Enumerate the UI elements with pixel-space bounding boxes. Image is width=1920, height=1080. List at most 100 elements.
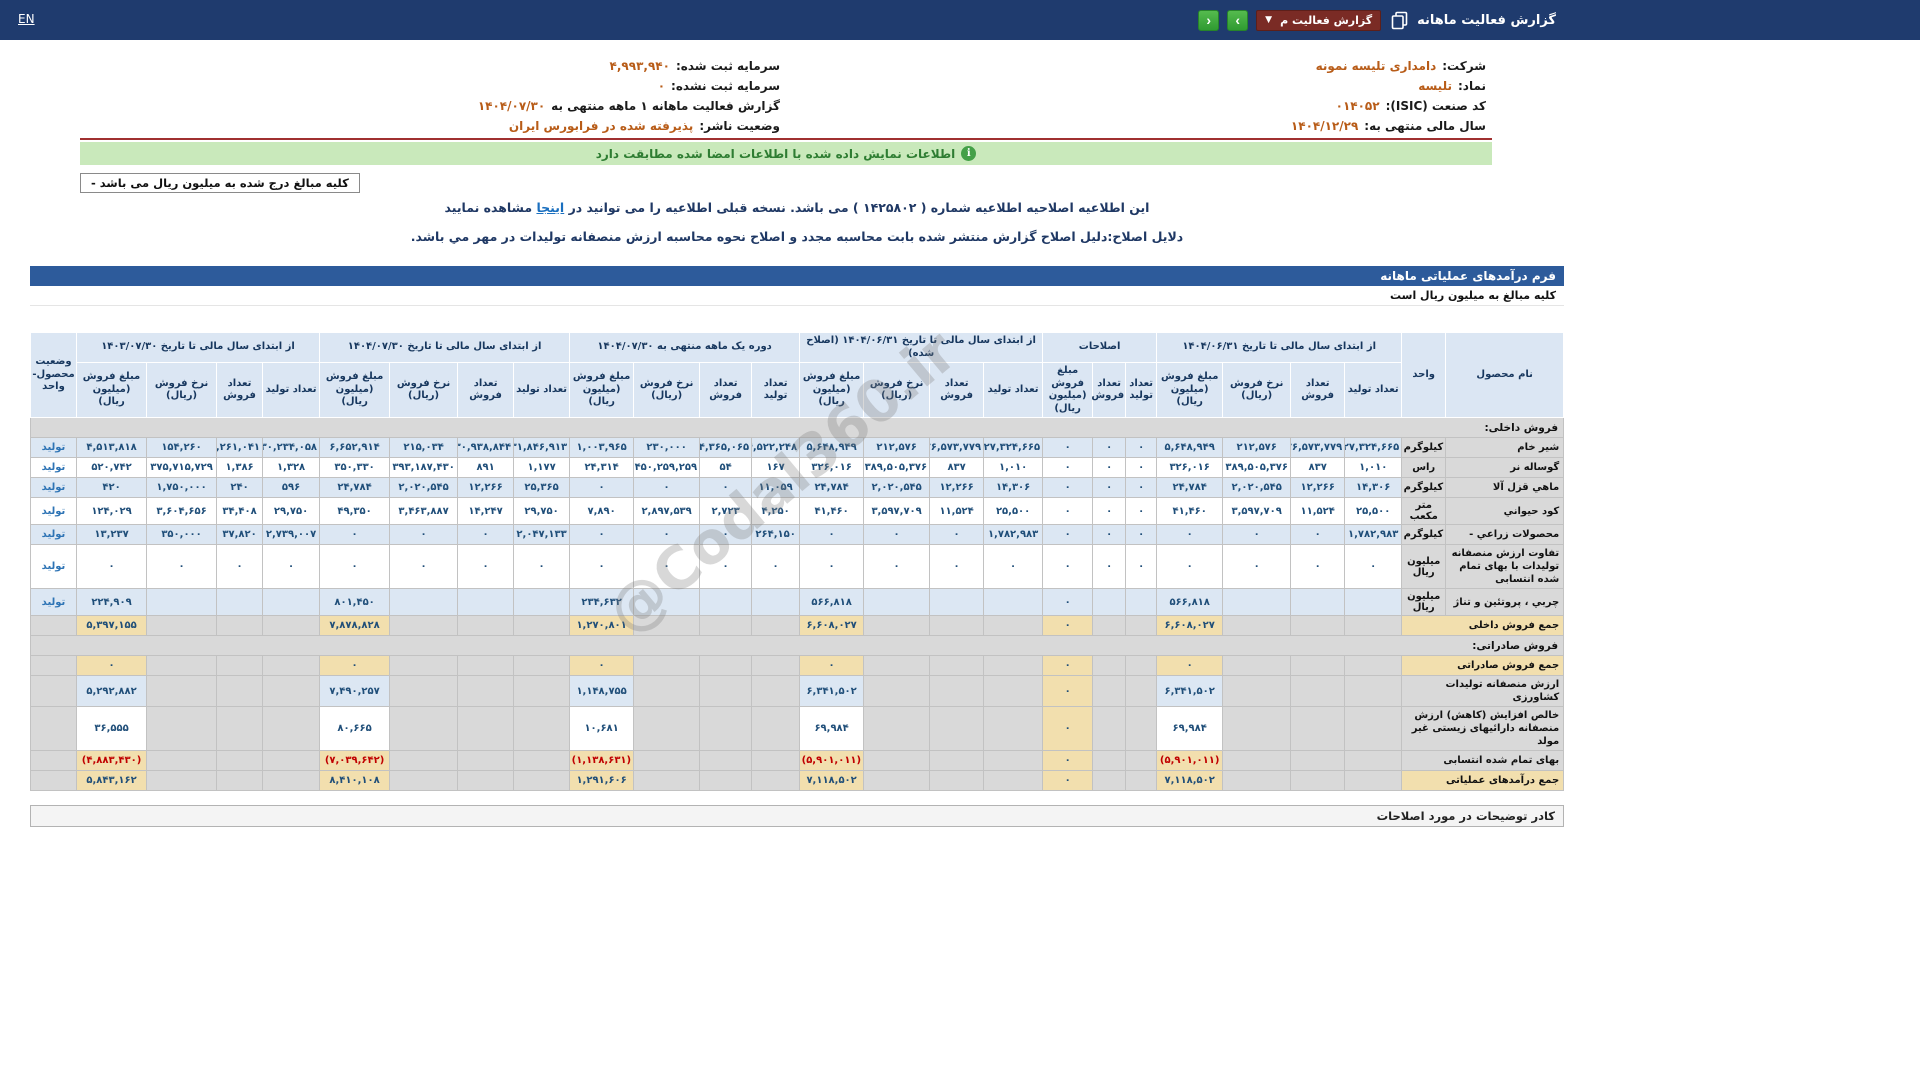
income-table: نام محصول واحد از ابتدای سال مالی تا تاریخ… <box>29 332 1565 791</box>
value-cell: ۲۷,۳۲۴,۶۶۵ <box>1344 437 1403 458</box>
value-cell <box>699 588 753 616</box>
empty-cell <box>1222 655 1292 676</box>
amount-cell: (۵,۹۰۱,۰۱۱) <box>799 750 865 771</box>
info-row: نماد: تلیسه سرمایه ثبت نشده: ۰ <box>80 76 1492 96</box>
value-cell: ۲۴,۷۸۴ <box>1156 477 1224 498</box>
empty-cell <box>457 770 515 791</box>
value-cell: ۳۲۶,۰۱۶ <box>799 457 865 478</box>
empty-cell <box>389 655 459 676</box>
value-cell <box>863 588 931 616</box>
amount-cell: ۳۶,۵۵۵ <box>75 706 148 751</box>
value-cell: ۴۲۰ <box>75 477 148 498</box>
language-toggle-link[interactable]: EN <box>18 12 35 26</box>
value-cell: ۵۴ <box>699 457 753 478</box>
value-cell: ۱۴,۳۰۶ <box>1344 477 1403 498</box>
empty-cell <box>983 615 1044 636</box>
value-cell: ۲۴,۷۸۴ <box>319 477 391 498</box>
value-cell: ۰ <box>929 524 985 545</box>
report-type-select[interactable]: گزارش فعالیت م ▼ <box>1256 9 1382 31</box>
value-cell: ۱,۰۱۰ <box>1344 457 1403 478</box>
value-cell: ۰ <box>1156 524 1224 545</box>
empty-cell <box>513 770 571 791</box>
value-cell: ۲۷,۳۲۴,۶۶۵ <box>983 437 1044 458</box>
measure-header: مبلغ فروش (میلیون ریال) <box>569 362 635 418</box>
table-row: کود حیواني متر مکعب ۲۵,۵۰۰ ۱۱,۵۲۴ ۳,۵۹۷,۷۰۹ ۴… <box>30 497 1565 525</box>
value-cell: ۱۲,۲۶۶ <box>929 477 985 498</box>
symbol-label: نماد: <box>1457 79 1486 93</box>
amounts-unit-note: کلیه مبالغ درج شده به میلیون ریال می باش… <box>80 173 360 193</box>
previous-report-button[interactable]: ‹ <box>1198 9 1220 31</box>
value-cell: ۰ <box>1042 477 1094 498</box>
value-cell: ۲,۰۲۰,۵۴۵ <box>389 477 459 498</box>
value-cell: ۰ <box>1092 497 1127 525</box>
amount-cell: ۱,۱۴۸,۷۵۵ <box>569 675 635 707</box>
empty-cell <box>929 770 985 791</box>
income-table-section: @Codal360.ir نام محصول واحد از ابتدای سال … <box>29 317 1565 791</box>
empty-cell <box>389 750 459 771</box>
value-cell: ۱,۰۰۳,۹۶۵ <box>569 437 635 458</box>
amount-cell: ۷,۸۷۸,۸۲۸ <box>319 615 391 636</box>
value-cell: ۲۹,۷۵۰ <box>262 497 321 525</box>
fiscal-year-label: سال مالی منتهی به: <box>1364 119 1486 133</box>
report-period-value: ۱۴۰۴/۰۷/۳۰ <box>477 99 546 113</box>
value-cell: ۲۳۴,۶۳۲ <box>569 588 635 616</box>
value-cell: ۰ <box>319 544 391 589</box>
value-cell: ۰ <box>262 544 321 589</box>
empty-cell <box>513 675 571 707</box>
value-cell: ۰ <box>569 477 635 498</box>
measure-header: تعداد تولید <box>1125 362 1158 418</box>
amount-cell: ۰ <box>1042 655 1094 676</box>
table-row: ارزش منصفانه تولیدات کشاورزی ۶,۳۴۱,۵۰۲ ۰ ۶,… <box>30 675 1565 707</box>
amount-cell: ۵,۸۴۳,۱۶۲ <box>75 770 148 791</box>
value-cell: ۳۸۹,۵۰۵,۳۷۶ <box>1222 457 1292 478</box>
value-cell <box>216 588 264 616</box>
empty-cell <box>30 615 77 636</box>
value-cell: ۳,۶۰۴,۶۵۶ <box>146 497 218 525</box>
value-cell: ۴,۳۶۵,۰۶۵ <box>699 437 753 458</box>
value-cell: ۶,۶۵۲,۹۱۴ <box>319 437 391 458</box>
empty-cell <box>929 615 985 636</box>
measure-header: مبلغ فروش (میلیون ریال) <box>319 362 391 418</box>
value-cell: ۰ <box>1125 524 1158 545</box>
value-cell: ۲۶,۵۷۳,۷۷۹ <box>929 437 985 458</box>
table-row: ماهي قزل آلا کیلوگرم ۱۴,۳۰۶ ۱۲,۲۶۶ ۲,۰۲۰,۵۴۵… <box>30 477 1565 498</box>
value-cell: ۰ <box>1092 524 1127 545</box>
value-cell: ۰ <box>389 524 459 545</box>
value-cell: ۴۱,۴۶۰ <box>799 497 865 525</box>
value-cell: ۰ <box>1344 544 1403 589</box>
report-period-label: گزارش فعالیت ماهانه ۱ ماهه منتهی به <box>551 99 780 113</box>
empty-cell <box>1290 655 1346 676</box>
value-cell: ۲۹,۲۶۱,۰۴۱ <box>216 437 264 458</box>
value-cell: ۱۱,۵۲۴ <box>1290 497 1346 525</box>
table-row: شیر خام کیلوگرم ۲۷,۳۲۴,۶۶۵ ۲۶,۵۷۳,۷۷۹ ۲۱۲,۵۷… <box>30 437 1565 458</box>
empty-cell <box>699 770 753 791</box>
previous-version-link[interactable]: اینجا <box>536 200 565 215</box>
value-cell: ۰ <box>1290 524 1346 545</box>
top-bar: EN گزارش فعالیت ماهانه گزارش فعالیت م ▼ … <box>0 0 1920 40</box>
empty-cell <box>633 615 701 636</box>
value-cell: ۸۹۱ <box>457 457 515 478</box>
table-row: گوساله نر راس ۱,۰۱۰ ۸۳۷ ۳۸۹,۵۰۵,۳۷۶ ۳۲۶,۰۱۶ ۰ ۰… <box>30 457 1565 478</box>
empty-cell <box>389 615 459 636</box>
empty-cell <box>146 706 218 751</box>
value-cell: ۰ <box>1042 588 1094 616</box>
empty-cell <box>863 675 931 707</box>
amount-cell: ۰ <box>1042 615 1094 636</box>
value-cell <box>1344 588 1403 616</box>
amount-cell: ۸۰,۶۶۵ <box>319 706 391 751</box>
empty-cell <box>1092 706 1127 751</box>
summary-label-cell: جمع فروش صادراتی <box>1401 655 1565 676</box>
page-title: گزارش فعالیت ماهانه <box>1417 12 1556 28</box>
next-report-button[interactable]: › <box>1227 9 1249 31</box>
copy-report-icon[interactable] <box>1389 10 1409 30</box>
value-cell: ۰ <box>1042 544 1094 589</box>
unit-cell: کیلوگرم <box>1401 437 1447 458</box>
amendment-text-after: مشاهده نمایید <box>444 200 533 215</box>
section-label: فروش صادراتی: <box>29 635 1565 656</box>
value-cell: ۲۱۲,۵۷۶ <box>863 437 931 458</box>
value-cell: ۰ <box>1092 544 1127 589</box>
value-cell: ۲۲۴,۹۰۹ <box>75 588 148 616</box>
amount-cell: ۵,۳۹۷,۱۵۵ <box>75 615 148 636</box>
table-row: جمع فروش داخلی ۶,۶۰۸,۰۲۷ ۰ ۶,۶۰۸,۰۲۷ ۱,۲۷۰,۸… <box>30 615 1565 636</box>
amount-cell: ۶,۳۴۱,۵۰۲ <box>799 675 865 707</box>
